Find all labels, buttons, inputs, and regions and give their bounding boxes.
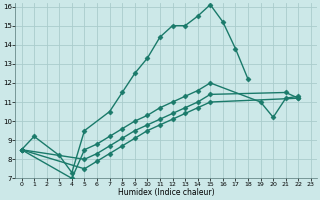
X-axis label: Humidex (Indice chaleur): Humidex (Indice chaleur) <box>118 188 214 197</box>
